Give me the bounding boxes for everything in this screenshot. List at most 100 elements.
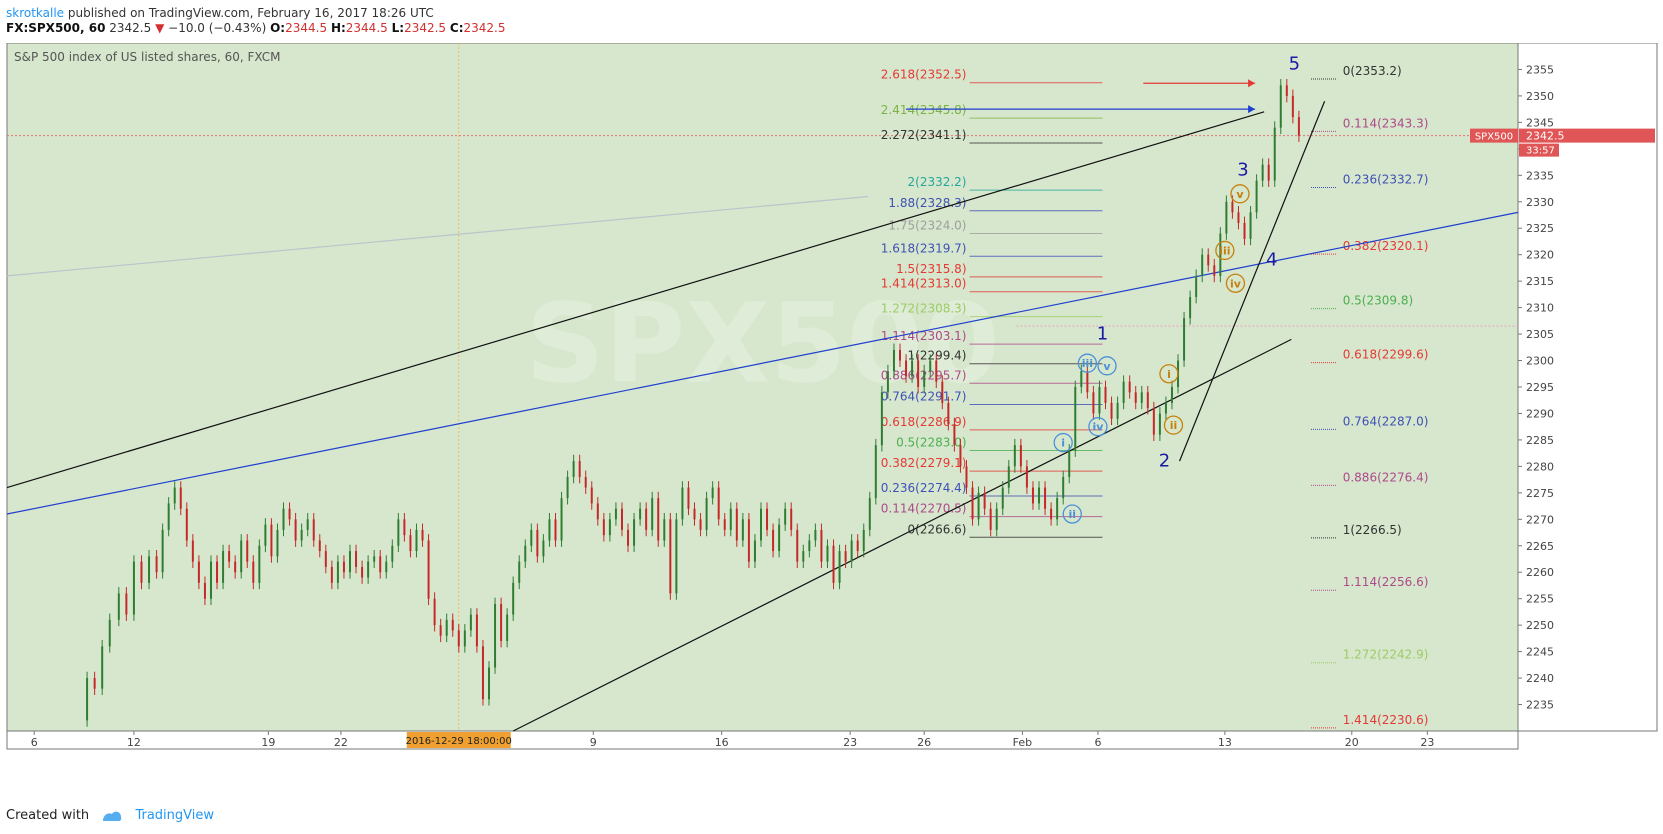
wave-label-major: 5 (1289, 53, 1300, 74)
candle-body (572, 461, 575, 477)
candle-body (294, 519, 297, 541)
candle-body (1050, 508, 1053, 520)
wave-label-minor: i (1167, 368, 1171, 381)
candle-body (892, 349, 895, 372)
candle-body (312, 519, 315, 541)
publish-header: skrotkalle published on TradingView.com,… (6, 6, 434, 22)
candle-body (820, 529, 823, 562)
wave-label-minor: iv (1230, 277, 1242, 290)
candle-body (1092, 392, 1095, 414)
author-link[interactable]: skrotkalle (6, 6, 65, 20)
candle-body (669, 519, 672, 594)
trendline (6, 211, 1519, 515)
candle-body (355, 551, 358, 567)
x-tick-label: 22 (334, 736, 348, 749)
chart-container[interactable]: SPX500 S&P 500 index of US listed shares,… (6, 42, 1658, 798)
candle-body (125, 593, 128, 615)
candle-body (1080, 371, 1083, 387)
candle-body (735, 508, 738, 541)
candle-body (1261, 164, 1264, 181)
candle-body (542, 540, 545, 557)
wave-circle-icon (1230, 184, 1250, 204)
tradingview-link[interactable]: TradingView (135, 808, 214, 823)
candle-body (530, 529, 533, 546)
wave-circle-icon (1062, 504, 1082, 524)
candle-body (717, 487, 720, 520)
candle-body (481, 646, 484, 700)
candle-body (983, 492, 986, 509)
y-tick-label: 2245 (1526, 646, 1554, 659)
candle-body (373, 556, 376, 562)
last-price-symbol: SPX500 (1475, 132, 1513, 143)
crosshair-date-label: 2016-12-29 18:00:00 (406, 736, 512, 747)
candle-body (379, 556, 382, 573)
tradingview-logo-icon (103, 811, 122, 821)
candle-body (566, 476, 569, 499)
candle-body (524, 545, 527, 562)
candle-body (977, 492, 980, 520)
candle-body (318, 540, 321, 552)
candle-body (923, 371, 926, 387)
fib-level-label: 2.618(2352.5) (881, 68, 967, 82)
candle-body (772, 529, 775, 552)
candle-body (1146, 392, 1149, 409)
candle-body (108, 619, 111, 647)
fib-level-label: 2.414(2345.8) (881, 103, 967, 117)
candle-body (1074, 387, 1077, 451)
candle-body (947, 402, 950, 425)
candle-body (995, 508, 998, 530)
candle-body (246, 540, 249, 562)
candle-body (536, 529, 539, 557)
candle-body (590, 487, 593, 504)
candle-body (427, 540, 430, 599)
wave-circle-icon (1225, 273, 1246, 293)
candle-body (1219, 233, 1222, 276)
candle-body (475, 614, 478, 647)
candle-body (1152, 408, 1155, 435)
open-value: 2344.5 (285, 21, 328, 35)
candle-body (753, 540, 756, 562)
candle-body (971, 487, 974, 520)
y-tick-label: 2295 (1526, 381, 1554, 394)
candle-body (439, 625, 442, 636)
y-tick-label: 2325 (1526, 222, 1554, 235)
candle-body (850, 540, 853, 562)
trendline (1178, 100, 1326, 462)
wave-label-major: 1 (1097, 323, 1108, 344)
candle-body (959, 445, 962, 467)
candle-body (385, 561, 388, 573)
candle-body (1249, 212, 1252, 239)
candle-body (494, 603, 497, 668)
fib-level-label: 2(2332.2) (908, 175, 967, 189)
candle-body (451, 619, 454, 631)
wave-circle-icon (1097, 356, 1117, 376)
candle-body (705, 498, 708, 530)
fib-right-label: 0.764(2287.0) (1343, 414, 1429, 428)
candle-body (1291, 95, 1294, 118)
candle-body (929, 360, 932, 372)
fib-level-label: 1.88(2328.3) (888, 196, 966, 210)
last-price-symbol-box (1470, 128, 1518, 143)
wave-circle-icon (1077, 353, 1098, 373)
fib-level-label: 0.764(2291.7) (881, 389, 967, 403)
candle-body (86, 678, 89, 721)
candle-body (790, 508, 793, 530)
candle-body (173, 487, 176, 504)
symbol-label: FX:SPX500, 60 (6, 21, 106, 35)
x-tick-label: 26 (917, 736, 931, 749)
candle-body (1273, 127, 1276, 181)
candle-body (1279, 85, 1282, 128)
price-chart[interactable]: SPX500 S&P 500 index of US listed shares,… (6, 42, 1658, 798)
fib-level-label: 1.272(2308.3) (881, 302, 967, 316)
candle-body (348, 551, 351, 573)
fib-right-label: 0.886(2276.4) (1343, 470, 1429, 484)
y-tick-label: 2260 (1526, 566, 1554, 579)
candle-body (1104, 387, 1107, 403)
fib-level-label: 1.5(2315.8) (896, 262, 966, 276)
y-tick-label: 2355 (1526, 63, 1554, 76)
candle-body (796, 529, 799, 562)
candle-body (1285, 85, 1288, 96)
candle-body (874, 445, 877, 499)
fib-level-label: 0.236(2274.4) (881, 481, 967, 495)
symbol-info-bar: FX:SPX500, 60 2342.5 ▼ −10.0 (−0.43%) O:… (6, 21, 506, 37)
